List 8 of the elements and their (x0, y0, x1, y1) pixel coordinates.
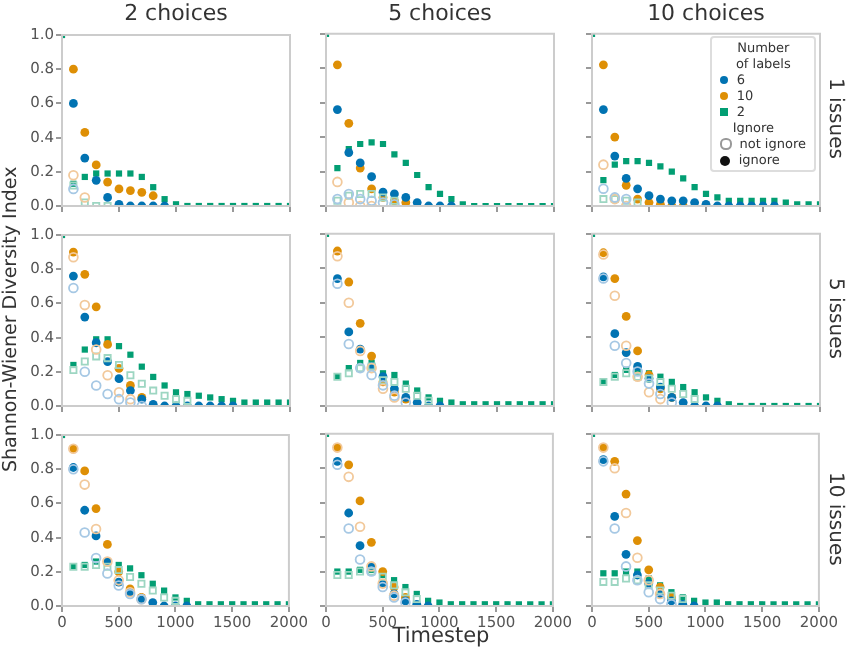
chart-title: 5 choices (386, 0, 494, 26)
x-axis-title: Timestep (392, 624, 490, 648)
chart-title: 2 choices (122, 0, 230, 26)
y2-axis-title: 10 issues (824, 470, 846, 570)
chart-title: 10 choices (645, 0, 767, 26)
y-axis-title: Shannon-Wiener Diversity Index (0, 165, 22, 477)
y2-axis-title: 5 issues (824, 276, 846, 364)
y2-axis-title: 1 issues (824, 76, 846, 164)
